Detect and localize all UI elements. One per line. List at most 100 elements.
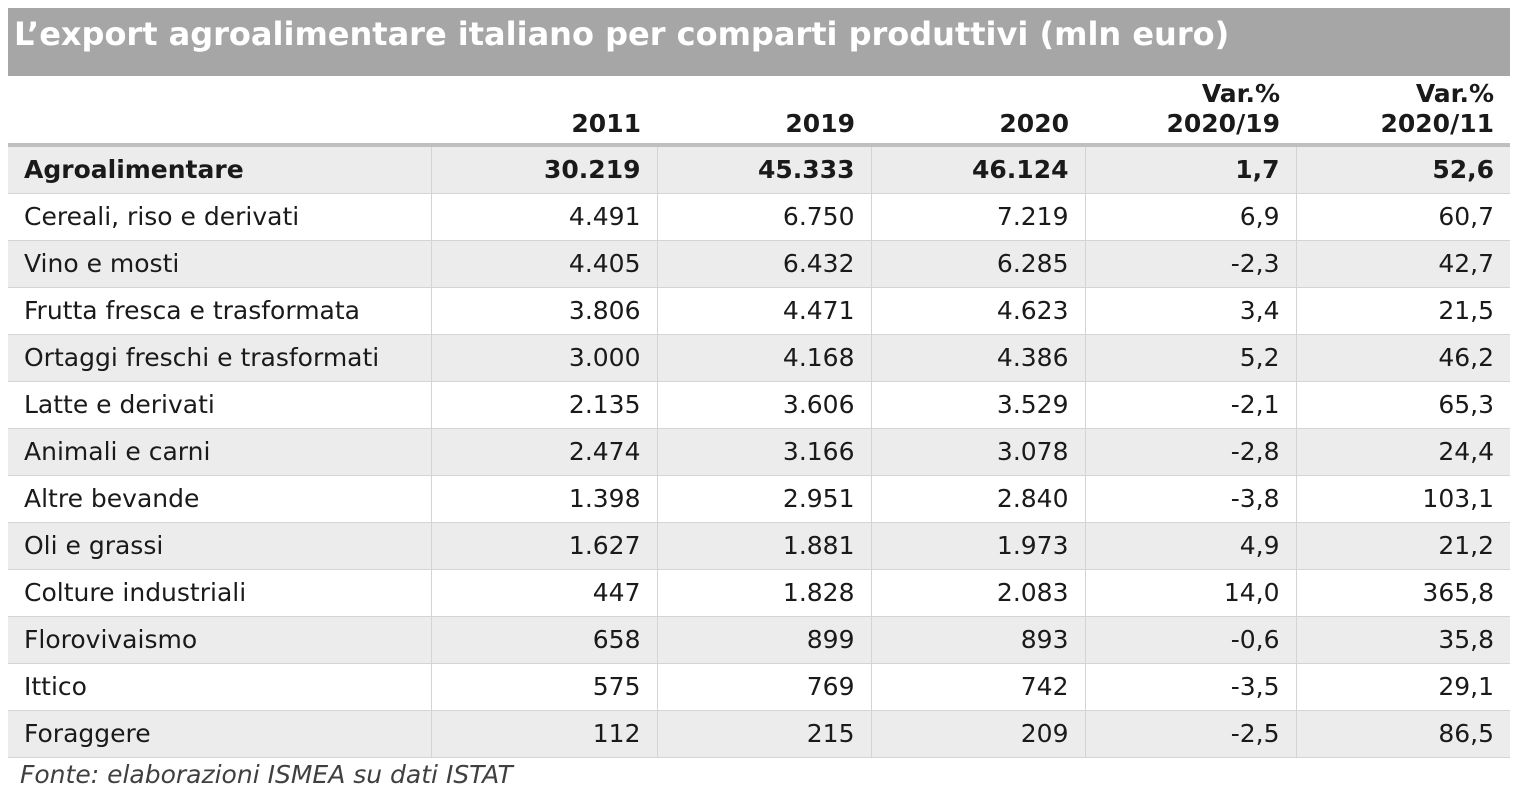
var-2020-11-cell: 60,7 (1295, 193, 1510, 241)
value-2020-cell: 893 (870, 616, 1085, 664)
export-table: 2011 2019 2020 Var.% 2020/19 Var.% 2020/… (8, 78, 1510, 758)
table-header-row: 2011 2019 2020 Var.% 2020/19 Var.% 2020/… (8, 78, 1510, 147)
var-2020-19-cell: -3,8 (1084, 475, 1296, 523)
header-var-2020-11-line1: Var.% (1415, 79, 1494, 108)
value-2020-cell: 4.623 (870, 287, 1085, 335)
var-2020-19-cell: -2,1 (1084, 381, 1296, 429)
var-2020-19-cell: 1,7 (1084, 145, 1296, 194)
var-2020-11-cell: 21,2 (1295, 522, 1510, 570)
var-2020-19-cell: 5,2 (1084, 334, 1296, 382)
category-cell: Foraggere (8, 710, 431, 758)
value-2019-cell: 1.881 (656, 522, 871, 570)
value-2019-cell: 215 (656, 710, 871, 758)
value-2011-cell: 1.627 (430, 522, 657, 570)
header-category (8, 78, 431, 147)
value-2019-cell: 4.168 (656, 334, 871, 382)
value-2011-cell: 30.219 (430, 145, 657, 194)
table-title: L’export agroalimentare italiano per com… (8, 8, 1510, 76)
table-row: Vino e mosti 4.405 6.432 6.285 -2,3 42,7 (8, 240, 1510, 288)
value-2011-cell: 575 (430, 663, 657, 711)
value-2020-cell: 3.078 (870, 428, 1085, 476)
table-row: Oli e grassi 1.627 1.881 1.973 4,9 21,2 (8, 522, 1510, 570)
table-row: Foraggere 112 215 209 -2,5 86,5 (8, 710, 1510, 758)
table-row: Florovivaismo 658 899 893 -0,6 35,8 (8, 616, 1510, 664)
category-cell: Altre bevande (8, 475, 431, 523)
header-2020-line2: 2020 (999, 109, 1069, 138)
header-2019-line2: 2019 (785, 109, 855, 138)
table-row: Colture industriali 447 1.828 2.083 14,0 365,… (8, 569, 1510, 617)
table-body: Agroalimentare 30.219 45.333 46.124 1,7 52,6 C… (8, 145, 1510, 758)
category-cell: Agroalimentare (8, 145, 431, 194)
var-2020-19-cell: -2,3 (1084, 240, 1296, 288)
value-2011-cell: 2.474 (430, 428, 657, 476)
source-note: Fonte: elaborazioni ISMEA su dati ISTAT (20, 760, 513, 789)
value-2020-cell: 1.973 (870, 522, 1085, 570)
header-2020: 2020 (871, 78, 1085, 147)
value-2020-cell: 6.285 (870, 240, 1085, 288)
value-2020-cell: 46.124 (870, 145, 1085, 194)
table-row: Ittico 575 769 742 -3,5 29,1 (8, 663, 1510, 711)
var-2020-11-cell: 29,1 (1295, 663, 1510, 711)
table-row: Frutta fresca e trasformata 3.806 4.471 4.6… (8, 287, 1510, 335)
category-cell: Vino e mosti (8, 240, 431, 288)
var-2020-11-cell: 365,8 (1295, 569, 1510, 617)
var-2020-11-cell: 35,8 (1295, 616, 1510, 664)
value-2019-cell: 769 (656, 663, 871, 711)
value-2019-cell: 4.471 (656, 287, 871, 335)
value-2019-cell: 6.750 (656, 193, 871, 241)
header-var-2020-19-line2: 2020/19 (1166, 109, 1280, 138)
header-var-2020-19: Var.% 2020/19 (1085, 78, 1296, 147)
category-cell: Ittico (8, 663, 431, 711)
category-cell: Colture industriali (8, 569, 431, 617)
value-2020-cell: 209 (870, 710, 1085, 758)
var-2020-19-cell: 14,0 (1084, 569, 1296, 617)
value-2011-cell: 3.806 (430, 287, 657, 335)
var-2020-11-cell: 21,5 (1295, 287, 1510, 335)
value-2019-cell: 2.951 (656, 475, 871, 523)
var-2020-19-cell: -2,8 (1084, 428, 1296, 476)
value-2020-cell: 7.219 (870, 193, 1085, 241)
header-var-2020-11-line2: 2020/11 (1380, 109, 1494, 138)
value-2011-cell: 447 (430, 569, 657, 617)
category-cell: Animali e carni (8, 428, 431, 476)
header-var-2020-19-line1: Var.% (1201, 79, 1280, 108)
table-row: Latte e derivati 2.135 3.606 3.529 -2,1 65,3 (8, 381, 1510, 429)
value-2011-cell: 658 (430, 616, 657, 664)
header-2011: 2011 (431, 78, 657, 147)
var-2020-19-cell: 4,9 (1084, 522, 1296, 570)
value-2011-cell: 1.398 (430, 475, 657, 523)
var-2020-11-cell: 42,7 (1295, 240, 1510, 288)
category-cell: Florovivaismo (8, 616, 431, 664)
var-2020-19-cell: 3,4 (1084, 287, 1296, 335)
category-cell: Ortaggi freschi e trasformati (8, 334, 431, 382)
value-2011-cell: 3.000 (430, 334, 657, 382)
value-2011-cell: 4.491 (430, 193, 657, 241)
value-2020-cell: 2.083 (870, 569, 1085, 617)
table-row: Animali e carni 2.474 3.166 3.078 -2,8 24,4 (8, 428, 1510, 476)
value-2019-cell: 3.166 (656, 428, 871, 476)
var-2020-11-cell: 52,6 (1295, 145, 1510, 194)
var-2020-11-cell: 86,5 (1295, 710, 1510, 758)
value-2011-cell: 4.405 (430, 240, 657, 288)
value-2020-cell: 3.529 (870, 381, 1085, 429)
var-2020-11-cell: 103,1 (1295, 475, 1510, 523)
var-2020-19-cell: 6,9 (1084, 193, 1296, 241)
value-2020-cell: 742 (870, 663, 1085, 711)
header-var-2020-11: Var.% 2020/11 (1296, 78, 1510, 147)
value-2019-cell: 899 (656, 616, 871, 664)
var-2020-11-cell: 24,4 (1295, 428, 1510, 476)
value-2019-cell: 3.606 (656, 381, 871, 429)
category-cell: Frutta fresca e trasformata (8, 287, 431, 335)
header-2019: 2019 (657, 78, 871, 147)
category-cell: Latte e derivati (8, 381, 431, 429)
var-2020-19-cell: -0,6 (1084, 616, 1296, 664)
header-2011-line2: 2011 (571, 109, 641, 138)
value-2011-cell: 2.135 (430, 381, 657, 429)
value-2020-cell: 2.840 (870, 475, 1085, 523)
var-2020-11-cell: 46,2 (1295, 334, 1510, 382)
category-cell: Cereali, riso e derivati (8, 193, 431, 241)
table-row-total: Agroalimentare 30.219 45.333 46.124 1,7 52,6 (8, 145, 1510, 194)
value-2019-cell: 6.432 (656, 240, 871, 288)
value-2019-cell: 45.333 (656, 145, 871, 194)
value-2020-cell: 4.386 (870, 334, 1085, 382)
